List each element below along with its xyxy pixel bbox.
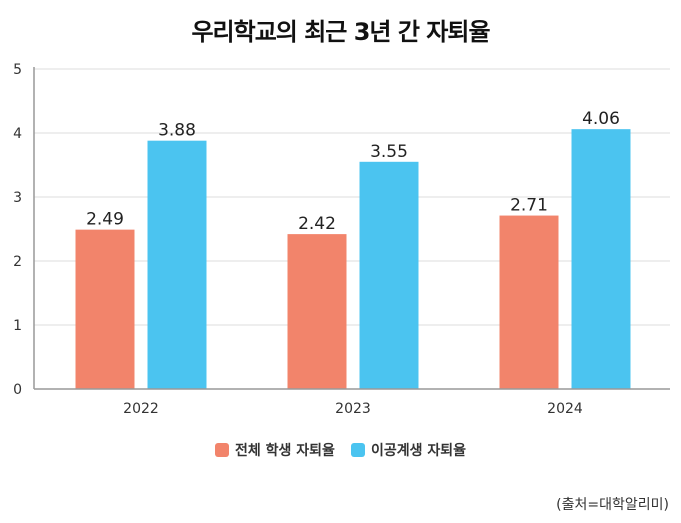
x-tick-label: 2023 <box>335 401 371 417</box>
y-axis-ticks: 0 1 2 3 4 5 <box>13 62 22 398</box>
legend-swatch-coral <box>215 443 230 457</box>
y-tick-label: 0 <box>13 382 22 398</box>
bar-value-label: 2.42 <box>298 214 336 234</box>
legend-swatch-blue <box>350 443 365 457</box>
bars: 2.49 3.88 2.42 3.55 2.71 4.06 <box>75 109 631 389</box>
y-tick-label: 3 <box>13 190 22 206</box>
bar-all-students <box>499 215 559 389</box>
bar-value-label: 2.71 <box>510 196 548 216</box>
chart-title: 우리학교의 최근 3년 간 자퇴율 <box>191 18 490 46</box>
x-axis-ticks: 2022 2023 2024 <box>123 401 583 417</box>
bar-stem-students <box>359 161 419 389</box>
bar-stem-students <box>571 129 631 389</box>
source-note: (출처=대학알리미) <box>556 497 669 513</box>
legend-label: 전체 학생 자퇴율 <box>235 443 335 459</box>
y-tick-label: 4 <box>13 126 22 142</box>
legend: 전체 학생 자퇴율 이공계생 자퇴율 <box>0 440 681 460</box>
gridlines <box>34 68 670 326</box>
bar-chart: 0 1 2 3 4 5 2.49 3.88 2.42 3.55 2.71 4.06 2022 2023… <box>13 62 670 417</box>
bar-stem-students <box>147 140 207 389</box>
bar-all-students <box>75 229 135 389</box>
bar-value-label: 3.55 <box>370 142 408 162</box>
bar-value-label: 3.88 <box>158 121 196 141</box>
legend-item-series1[interactable]: 전체 학생 자퇴율 <box>215 440 335 460</box>
bar-value-label: 2.49 <box>86 210 124 230</box>
y-tick-label: 5 <box>13 62 22 78</box>
legend-label: 이공계생 자퇴율 <box>370 443 466 459</box>
x-tick-label: 2024 <box>547 401 583 417</box>
y-tick-label: 1 <box>13 318 22 334</box>
bar-value-label: 4.06 <box>582 109 620 129</box>
legend-item-series2[interactable]: 이공계생 자퇴율 <box>350 440 466 460</box>
y-tick-label: 2 <box>13 254 22 270</box>
bar-all-students <box>287 234 347 389</box>
x-tick-label: 2022 <box>123 401 159 417</box>
